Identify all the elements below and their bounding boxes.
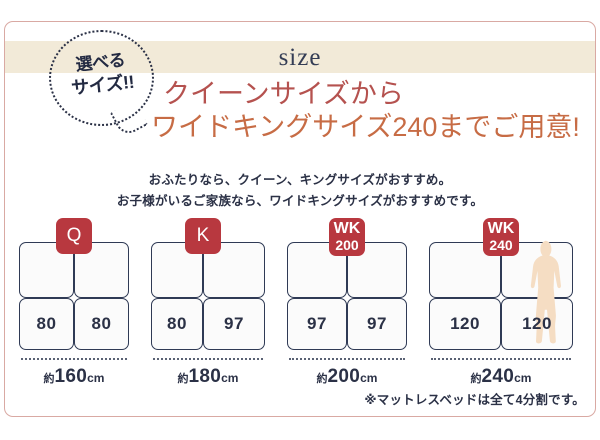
bed-panel-bottom-left: 80 [19,298,74,350]
badge-size-number: 200 [335,237,359,253]
bed-panel-bottom-left: 97 [287,298,347,350]
dimension-label: 約240cm [429,366,573,388]
bed-panel-bottom-right: 97 [347,298,407,350]
badge-size-number: 240 [489,237,513,253]
bed-panel-bottom-right: 97 [203,298,265,350]
speech-bubble-ring [49,30,154,126]
dimension-dashed-line [21,358,127,360]
bed-panel-width-value: 80 [36,314,57,333]
footnote: ※マットレスベッドは全て4分割です。 [364,393,585,407]
dimension-label: 約180cm [151,366,265,388]
bed-size-badge: WK 240 [483,218,519,256]
dimension-value: 160 [54,366,88,387]
bed-panel-width-value: 97 [367,314,387,333]
dimension-label: 約200cm [287,366,407,388]
size-info-panel: size 選べる サイズ!! クイーンサイズから ワイドキングサイズ240までご… [4,21,596,417]
headline-line-1-text: クイーンサイズから [163,79,404,109]
bed-panel-top-right [347,242,407,298]
dimension-value: 180 [188,366,222,387]
bed-panel-bottom-right: 80 [74,298,129,350]
headline-line-2-text: ワイドキングサイズ240までご用意! [151,112,580,142]
headline: クイーンサイズから ワイドキングサイズ240までご用意! [151,78,595,144]
bed-size-badge: WK 200 [329,218,365,256]
dimension-unit: cm [87,371,105,385]
bed-panel-bottom-right: 120 [501,298,573,350]
sub-copy-line-2: お子様がいるご家族なら、ワイドキングサイズがおすすめです。 [116,194,484,208]
dimension-value: 240 [481,366,515,387]
bed-panel-width-value: 80 [167,314,187,333]
bed-size-diagrams: 80 80 約160cm Q 80 97 約180cm K 97 97 約200cm WK 200 120… [5,218,595,416]
dimension-dashed-line [431,358,571,360]
bed-diagram: 80 97 [151,242,265,350]
headline-line-2: ワイドキングサイズ240までご用意! [151,111,595,144]
page-title: size [278,44,322,71]
dimension-unit: cm [514,371,532,385]
dimension-dashed-line [289,358,405,360]
bed-panel-bottom-left: 120 [429,298,501,350]
dimension-prefix: 約 [43,373,55,385]
badge-size-code: WK [333,220,361,237]
dimension-value: 200 [327,366,361,387]
speech-bubble: 選べる サイズ!! [49,30,154,138]
sub-copy-line-1: おふたりなら、クイーン、キングサイズがおすすめ。 [148,173,452,187]
bed-panel-width-value: 120 [522,314,552,333]
dimension-label: 約160cm [19,366,129,388]
bed-diagram: 120 120 [429,242,573,350]
badge-size-code: WK [487,220,515,237]
bed-diagram: 80 80 [19,242,129,350]
bed-panel-width-value: 80 [91,314,112,333]
bed-size-badge: Q [56,218,92,254]
bed-panel-bottom-left: 80 [151,298,203,350]
bed-size-badge: K [185,218,221,254]
headline-line-1: クイーンサイズから [151,78,595,111]
bed-panel-width-value: 97 [307,314,327,333]
bed-panel-width-value: 97 [224,314,244,333]
dimension-dashed-line [153,358,263,360]
dimension-unit: cm [360,371,378,385]
dimension-prefix: 約 [470,373,482,385]
dimension-prefix: 約 [316,373,328,385]
dimension-prefix: 約 [177,373,189,385]
bed-diagram: 97 97 [287,242,407,350]
dimension-unit: cm [221,371,239,385]
sub-copy: おふたりなら、クイーン、キングサイズがおすすめ。 お子様がいるご家族なら、ワイド… [5,170,595,212]
bed-panel-width-value: 120 [450,314,480,333]
